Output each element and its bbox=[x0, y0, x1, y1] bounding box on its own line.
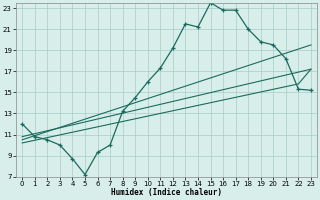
X-axis label: Humidex (Indice chaleur): Humidex (Indice chaleur) bbox=[111, 188, 222, 197]
